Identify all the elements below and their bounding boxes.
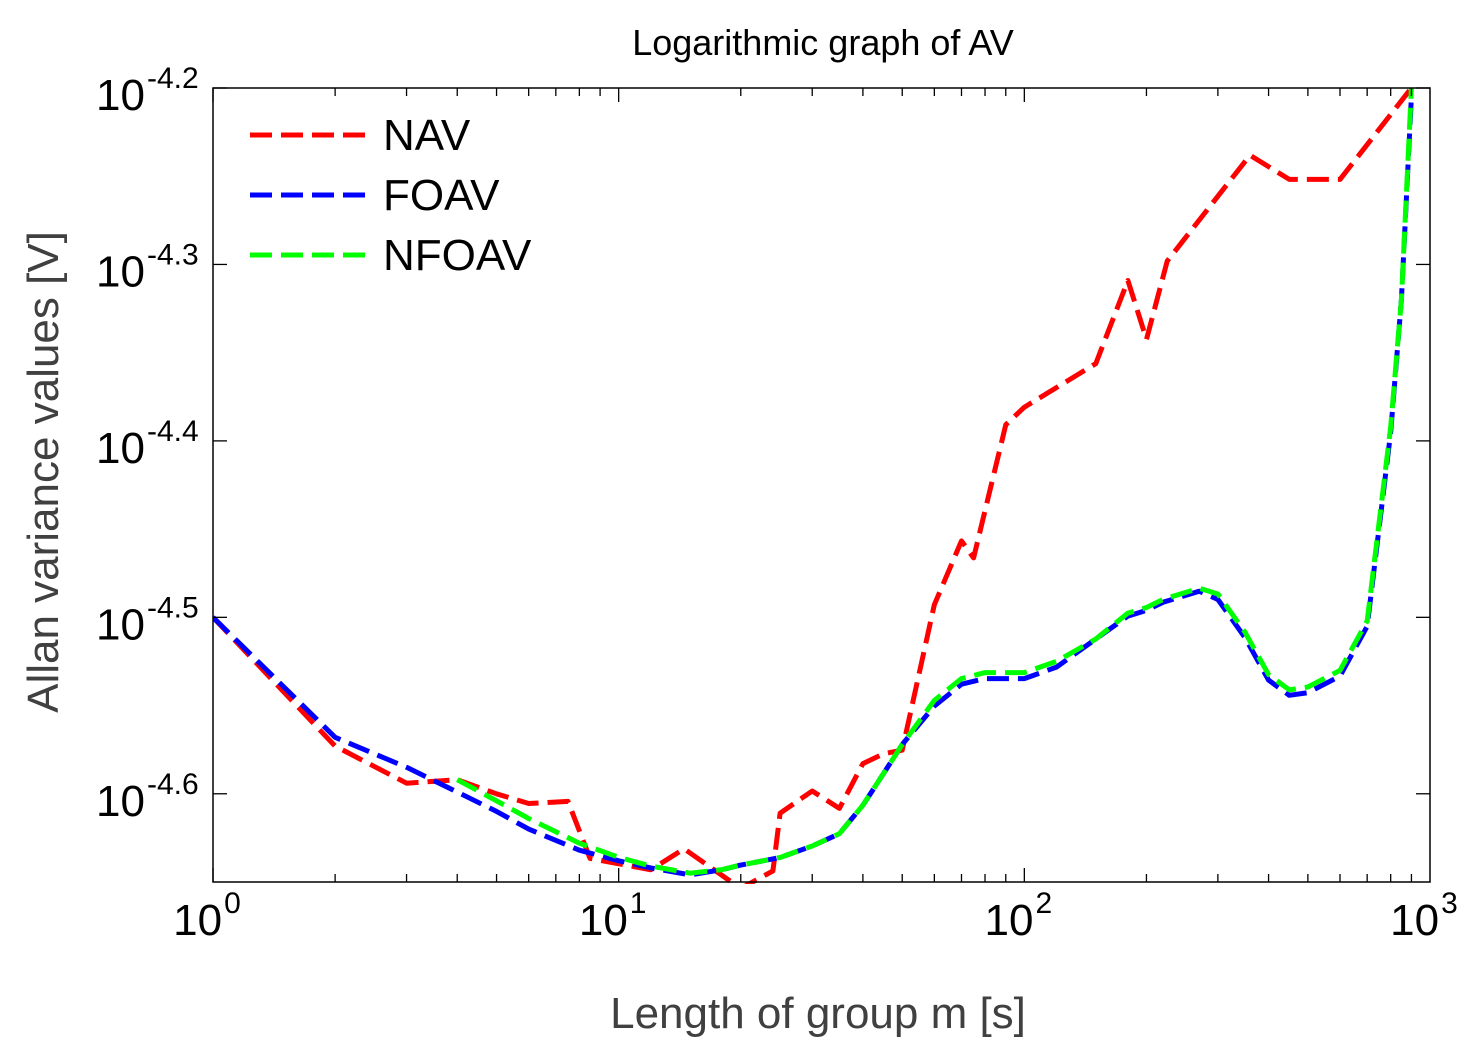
series-layer	[213, 86, 1414, 884]
series-line-nfoav	[456, 87, 1414, 876]
chart-title: Logarithmic graph of AV	[632, 22, 1014, 63]
y-tick-label: 10-4.3	[96, 238, 199, 296]
series-line-foav	[213, 96, 1414, 878]
plot-frame	[212, 87, 1431, 883]
y-axis-label: Allan variance values [V]	[19, 231, 68, 713]
x-tick-label: 100	[173, 887, 241, 945]
legend: NAV FOAV NFOAV	[250, 111, 532, 280]
legend-label-foav: FOAV	[383, 171, 500, 220]
legend-label-nfoav: NFOAV	[383, 231, 532, 280]
x-axis-label: Length of group m [s]	[610, 989, 1026, 1038]
y-tick-label: 10-4.2	[96, 62, 199, 120]
series-line-nav	[213, 86, 1414, 884]
legend-label-nav: NAV	[383, 111, 471, 160]
